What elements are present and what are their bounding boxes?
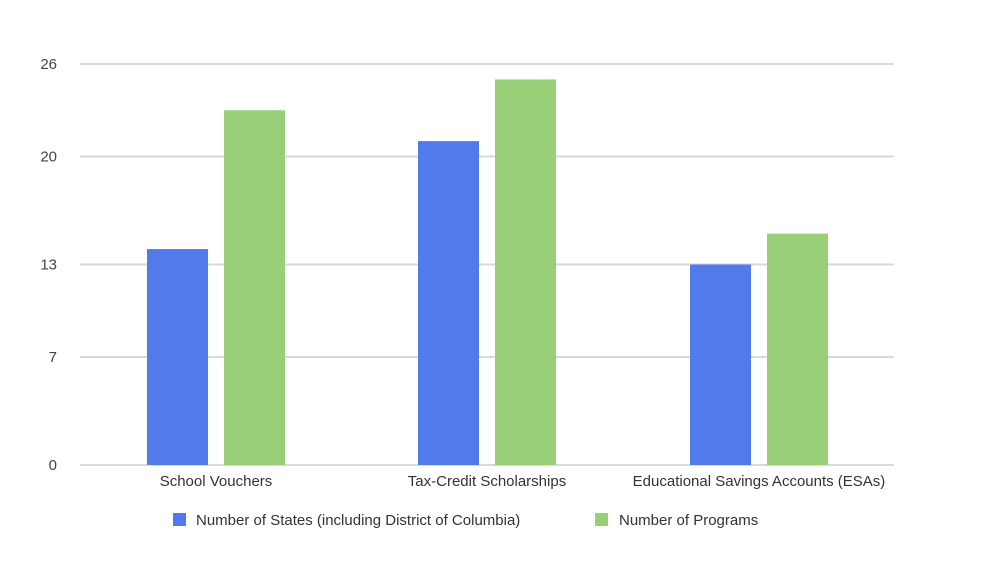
y-tick-label: 20 — [40, 149, 57, 166]
legend-swatch — [173, 513, 186, 526]
bar-programs — [224, 110, 285, 466]
bar-programs — [495, 79, 556, 465]
y-tick-label: 26 — [40, 56, 57, 73]
y-axis-ticks: 0 7 13 20 26 — [40, 56, 57, 474]
x-category-label: School Vouchers — [160, 473, 273, 490]
bar-states — [690, 264, 751, 465]
bar-states — [418, 141, 479, 465]
bars — [147, 79, 828, 466]
y-tick-label: 0 — [49, 457, 57, 474]
x-axis-labels: School Vouchers Tax-Credit Scholarships Ed… — [160, 473, 886, 490]
bar-programs — [767, 233, 828, 465]
legend-label: Number of States (including District of … — [196, 512, 520, 529]
gridlines — [80, 63, 894, 466]
x-category-label: Tax-Credit Scholarships — [408, 473, 566, 490]
legend-label: Number of Programs — [619, 512, 758, 529]
bar-states — [147, 249, 208, 465]
legend-swatch — [595, 513, 608, 526]
legend: Number of States (including District of … — [173, 512, 758, 529]
y-tick-label: 13 — [40, 257, 57, 274]
x-category-label: Educational Savings Accounts (ESAs) — [633, 473, 886, 490]
y-tick-label: 7 — [49, 349, 57, 366]
